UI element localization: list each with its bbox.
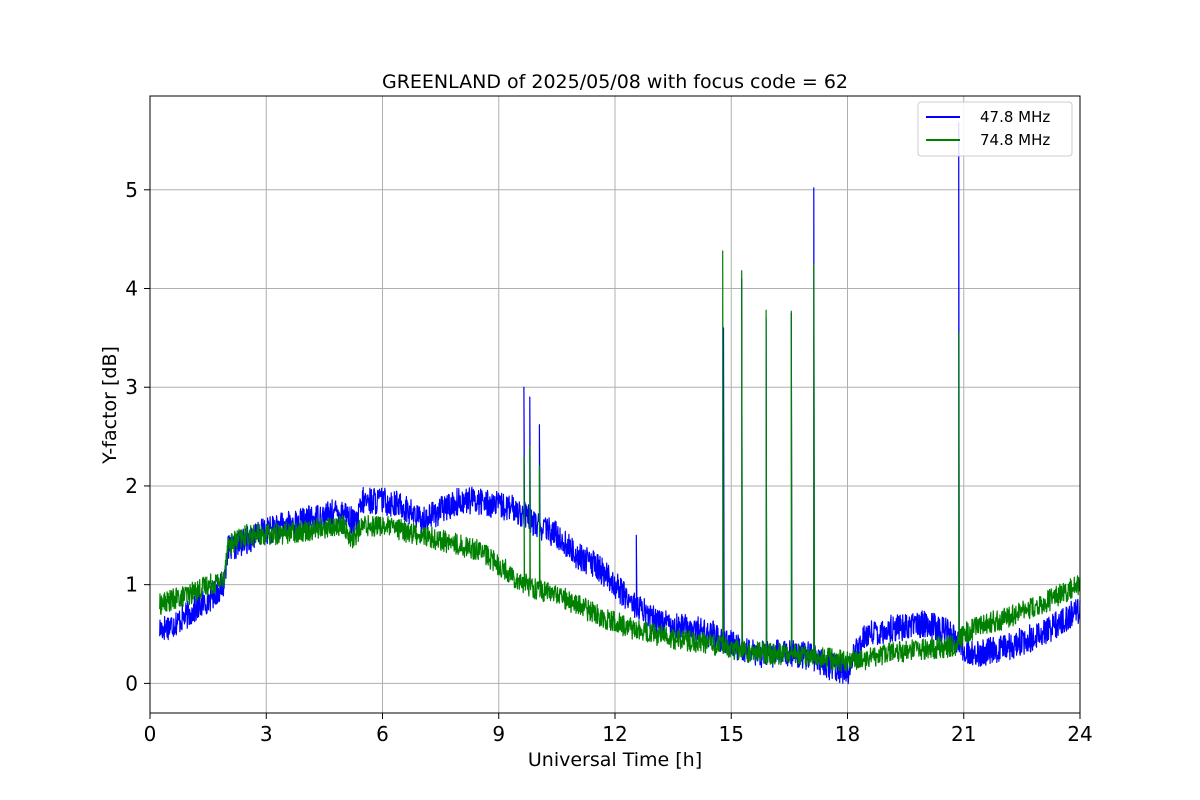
legend-label-47.8: 47.8 MHz (980, 108, 1050, 126)
x-tick-label: 12 (602, 722, 627, 746)
x-tick-label: 3 (260, 722, 273, 746)
legend: 47.8 MHz 74.8 MHz (917, 101, 1073, 157)
x-tick-label: 6 (376, 722, 389, 746)
x-axis-label: Universal Time [h] (528, 749, 702, 771)
legend-label-74.8: 74.8 MHz (980, 131, 1050, 149)
y-tick-label: 0 (125, 671, 138, 695)
y-tick-label: 1 (125, 573, 138, 597)
y-tick-label: 4 (125, 277, 138, 301)
x-tick-label: 9 (492, 722, 505, 746)
x-tick-label: 0 (144, 722, 157, 746)
y-tick-label: 3 (125, 375, 138, 399)
x-axis: 0 3 6 9 12 15 18 21 24 (144, 713, 1093, 746)
x-tick-label: 18 (835, 722, 860, 746)
y-axis-label: Y-factor [dB] (99, 346, 121, 465)
y-axis: 0 1 2 3 4 5 (125, 178, 150, 695)
series-line-74.8-MHz (159, 250, 1081, 672)
y-tick-label: 2 (125, 474, 138, 498)
chart-title: GREENLAND of 2025/05/08 with focus code … (382, 71, 848, 93)
grid (149, 96, 1081, 713)
x-tick-label: 15 (719, 722, 744, 746)
legend-box (917, 101, 1073, 157)
x-tick-label: 21 (951, 722, 976, 746)
series-layer (159, 122, 1081, 685)
y-tick-label: 5 (125, 178, 138, 202)
series-line-47.8-MHz (159, 122, 1081, 685)
x-tick-label: 24 (1067, 722, 1092, 746)
